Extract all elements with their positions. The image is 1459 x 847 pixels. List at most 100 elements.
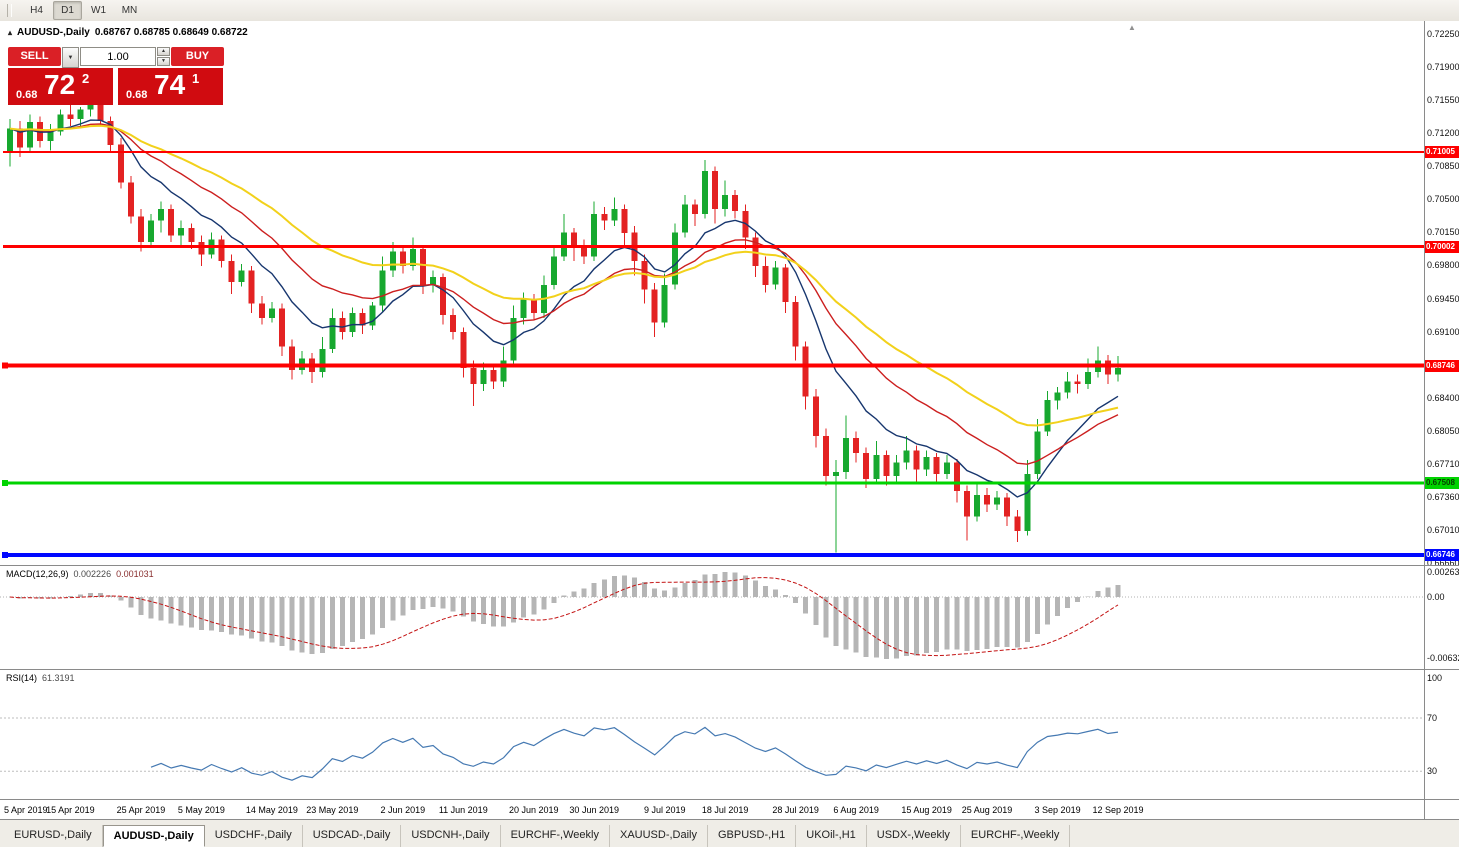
sell-price-box[interactable]: 0.68 72 2: [8, 68, 113, 105]
horizontal-levels[interactable]: [2, 150, 1424, 558]
sell-button[interactable]: SELL: [8, 47, 61, 66]
macd-axis: 0.00263 0.00 -0.00632: [1425, 566, 1459, 669]
date-axis-label: 25 Apr 2019: [116, 805, 166, 815]
price-axis-label: 0.70150: [1427, 227, 1459, 238]
date-axis-label: 20 Jun 2019: [509, 805, 559, 815]
chart-tab-eurchf-weekly[interactable]: EURCHF-,Weekly: [961, 825, 1071, 847]
chart-tab-eurchf-weekly[interactable]: EURCHF-,Weekly: [501, 825, 610, 847]
macd-axis-label: 0.00: [1427, 592, 1445, 602]
volume-input[interactable]: [80, 47, 156, 66]
price-axis-label: 0.67710: [1427, 458, 1459, 469]
timeframe-button-w1[interactable]: W1: [91, 5, 106, 16]
date-axis-label: 30 Jun 2019: [569, 805, 619, 815]
timeframe-button-d1[interactable]: D1: [53, 1, 82, 20]
one-click-trading-panel: SELL ▼ ▲ ▼ BUY 0.68 72 2 0.68 74 1: [8, 47, 224, 105]
panel-divider[interactable]: [0, 565, 1459, 566]
sell-price-base: 0.68: [16, 89, 38, 101]
macd-panel[interactable]: [0, 566, 1424, 669]
ma-mid-line: [9, 123, 1119, 465]
timeframe-button-group: H4 D1 W1 MN: [21, 1, 145, 20]
price-level-tag: 0.70002: [1425, 240, 1459, 253]
chart-tab-ukoil-h1[interactable]: UKOil-,H1: [796, 825, 867, 847]
date-axis-label: 14 May 2019: [245, 805, 298, 815]
chart-tab-eurusd-daily[interactable]: EURUSD-,Daily: [4, 825, 103, 847]
date-axis-label: 9 Jul 2019: [643, 805, 686, 815]
price-axis-label: 0.71200: [1427, 128, 1459, 139]
macd-axis-label: -0.00632: [1427, 653, 1459, 663]
price-chart[interactable]: [0, 21, 1424, 565]
date-axis-label: 3 Sep 2019: [1034, 805, 1081, 815]
rsi-axis-label: 70: [1427, 713, 1438, 723]
panel-divider[interactable]: [0, 669, 1459, 670]
price-level-tag: 0.71005: [1425, 145, 1459, 158]
chart-shift-icon[interactable]: ▲: [1128, 23, 1136, 32]
volume-decrease-button[interactable]: ▼: [157, 57, 170, 66]
toolbar-grip[interactable]: [7, 4, 12, 17]
price-axis-label: 0.67010: [1427, 524, 1459, 535]
date-axis-label: 18 Jul 2019: [701, 805, 749, 815]
chart-tab-usdcad-daily[interactable]: USDCAD-,Daily: [303, 825, 402, 847]
price-axis-label: 0.69100: [1427, 326, 1459, 337]
axis-separator[interactable]: [1424, 21, 1425, 819]
macd-signal-value: 0.001031: [116, 569, 154, 579]
price-axis-label: 0.70500: [1427, 194, 1459, 205]
volume-dropdown-button[interactable]: ▼: [62, 47, 79, 68]
date-axis[interactable]: 5 Apr 2019 15 Apr 2019 25 Apr 2019 5 May 20…: [0, 800, 1424, 819]
chart-tab-usdcnh-daily[interactable]: USDCNH-,Daily: [401, 825, 501, 847]
date-axis-label: 5 Apr 2019: [4, 805, 48, 815]
buy-button[interactable]: BUY: [171, 47, 224, 66]
sell-price-fraction: 2: [82, 71, 90, 86]
chart-title: ▴ AUDUSD-,Daily 0.68767 0.68785 0.68649 …: [8, 27, 248, 38]
date-axis-label: 15 Aug 2019: [901, 805, 952, 815]
rsi-name: RSI(14): [6, 673, 38, 683]
price-axis-label: 0.66660: [1427, 558, 1459, 568]
price-axis[interactable]: 0.72250 0.71900 0.71550 0.71200 0.70850 0.705…: [1425, 21, 1459, 568]
price-axis-label: 0.71900: [1427, 62, 1459, 73]
price-axis-label: 0.70850: [1427, 161, 1459, 172]
macd-main-value: 0.002226: [73, 569, 112, 579]
rsi-line: [150, 726, 1119, 781]
rsi-axis-label: 100: [1427, 673, 1443, 683]
buy-price-base: 0.68: [126, 89, 148, 101]
chart-tab-xauusd-daily[interactable]: XAUUSD-,Daily: [610, 825, 708, 847]
ma-fast-line: [9, 119, 1119, 498]
ma-slow-line: [9, 124, 1119, 427]
buy-price-box[interactable]: 0.68 74 1: [118, 68, 223, 105]
price-level-tag: 0.67508: [1425, 476, 1459, 489]
trade-prices-row: 0.68 72 2 0.68 74 1: [8, 68, 224, 105]
volume-stepper: ▲ ▼: [157, 47, 170, 66]
chevron-down-icon: ▼: [67, 54, 74, 61]
timeframe-button-h4[interactable]: H4: [30, 5, 43, 16]
date-axis-label: 2 Jun 2019: [380, 805, 426, 815]
panel-divider[interactable]: [0, 799, 1459, 800]
chart-tab-usdchf-daily[interactable]: USDCHF-,Daily: [205, 825, 303, 847]
date-axis-label: 28 Jul 2019: [772, 805, 819, 815]
ohlc-values: 0.68767 0.68785 0.68649 0.68722: [94, 27, 248, 38]
buy-price-fraction: 1: [192, 71, 200, 86]
price-axis-label: 0.68400: [1427, 392, 1459, 403]
rsi-axis: 100 70 30: [1425, 670, 1459, 799]
date-axis-label: 11 Jun 2019: [438, 805, 488, 815]
date-axis-label: 5 May 2019: [177, 805, 225, 815]
chart-tab-audusd-daily[interactable]: AUDUSD-,Daily: [102, 825, 205, 847]
macd-signal-line: [9, 577, 1119, 657]
price-level-tag: 0.68746: [1425, 359, 1459, 372]
buy-price-pips: 74: [154, 69, 186, 100]
rsi-panel[interactable]: [0, 670, 1424, 799]
macd-axis-label: 0.00263: [1427, 567, 1459, 577]
trade-controls-row: SELL ▼ ▲ ▼ BUY: [8, 47, 224, 68]
chart-tab-gbpusd-h1[interactable]: GBPUSD-,H1: [708, 825, 797, 847]
date-axis-label: 6 Aug 2019: [833, 805, 879, 815]
sell-price-pips: 72: [44, 69, 76, 100]
rsi-indicator-label: RSI(14) 61.3191: [6, 673, 75, 683]
collapse-arrow-icon[interactable]: ▴: [8, 28, 13, 37]
price-axis-label: 0.69800: [1427, 260, 1459, 271]
chart-tab-usdx-weekly[interactable]: USDX-,Weekly: [867, 825, 961, 847]
bottom-strip: [0, 820, 1459, 825]
macd-histogram: [17, 572, 1121, 659]
volume-increase-button[interactable]: ▲: [157, 47, 170, 56]
price-axis-label: 0.67360: [1427, 491, 1459, 502]
timeframe-button-mn[interactable]: MN: [121, 5, 138, 16]
date-axis-label: 25 Aug 2019: [961, 805, 1013, 815]
